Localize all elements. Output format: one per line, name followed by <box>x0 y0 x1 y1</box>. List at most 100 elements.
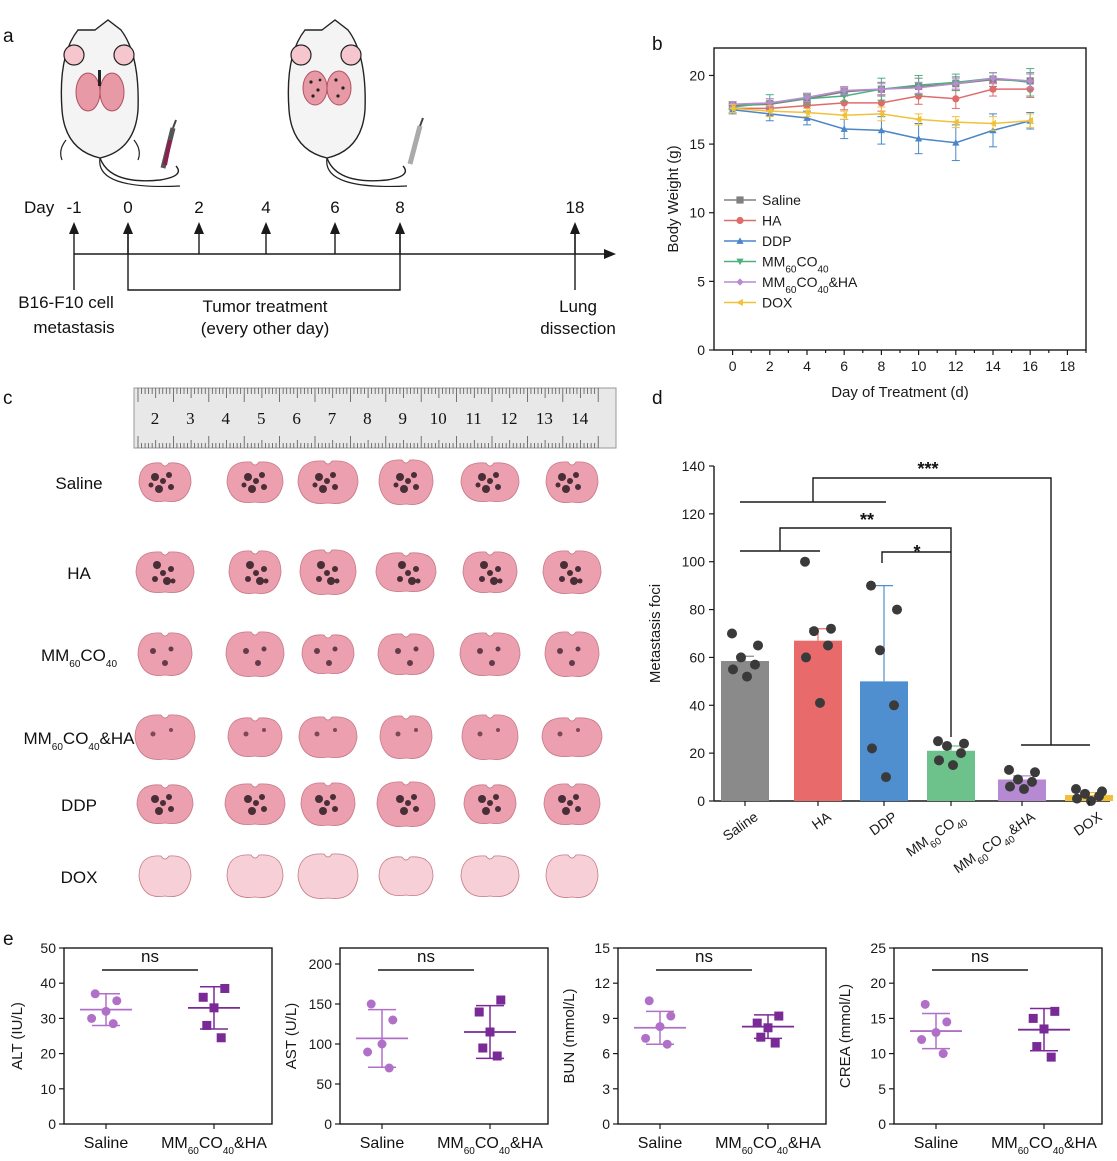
data-point <box>952 80 960 88</box>
timeline-tick-arrow <box>69 222 79 234</box>
metastasis-nodule <box>332 566 338 572</box>
ns-annotation: ns <box>695 947 713 966</box>
x-tick-label: 10 <box>911 358 927 374</box>
panel-label-b: b <box>652 34 663 55</box>
timeline-tick-arrow <box>123 222 133 234</box>
metastasis-nodule <box>567 800 573 806</box>
lung-row-label: DDP <box>61 796 97 815</box>
metastasis-nodule <box>560 561 568 569</box>
metastasis-nodule <box>487 570 493 576</box>
label-subscript: 60 <box>188 1146 200 1157</box>
lung-specimen <box>544 631 600 677</box>
data-point <box>877 126 885 134</box>
data-point <box>377 1039 387 1049</box>
data-point <box>840 86 848 95</box>
label-part: CO <box>475 1135 499 1152</box>
metastasis-nodule <box>327 577 335 585</box>
metastasis-nodule <box>324 478 330 484</box>
y-tick-label: 50 <box>316 1076 332 1092</box>
metastasis-nodule <box>408 577 416 585</box>
series-MM60CO40&HA <box>728 72 1035 108</box>
lung-specimen <box>138 855 192 897</box>
timeline-day-label: 0 <box>123 198 132 217</box>
metastasis-nodule <box>395 648 401 654</box>
data-point <box>881 772 891 783</box>
series-DOX <box>728 103 1035 131</box>
ruler-number: 2 <box>151 409 160 428</box>
metastasis-nodule <box>160 800 166 806</box>
metastasis-nodule <box>411 794 417 800</box>
label-part: Saline <box>55 474 102 493</box>
data-point <box>1027 776 1037 787</box>
significance-bracket <box>881 551 951 563</box>
metastasis-nodule <box>315 473 323 481</box>
data-point <box>934 755 944 766</box>
lung-specimen <box>225 631 285 677</box>
metastasis-nodule <box>400 807 408 815</box>
metastasis-nodule <box>262 728 266 732</box>
x-tick-label: 16 <box>1022 358 1038 374</box>
label-subscript: 60 <box>52 742 64 753</box>
x-tick-label: Saline <box>638 1135 683 1152</box>
x-tick-label: DDP <box>866 808 899 838</box>
mouse-illustration-left <box>60 19 181 188</box>
metastasis-nodule <box>155 807 163 815</box>
metastasis-nodule <box>396 795 404 803</box>
metastasis-nodule <box>256 577 264 585</box>
label-subscript: 60 <box>785 285 797 296</box>
treatment-timeline: Day B16-F10 cell metastasis Tumor treatm… <box>18 198 616 338</box>
metastasis-nodule <box>405 478 411 484</box>
timeline-arrow-head <box>604 249 616 259</box>
plot-frame <box>893 947 1103 1125</box>
metastasis-nodule <box>413 806 419 812</box>
metastasis-nodule <box>478 795 486 803</box>
metastasis-nodule <box>555 482 561 488</box>
metastasis-nodule <box>334 578 340 584</box>
metastasis-nodule <box>575 806 581 812</box>
label-part: Saline <box>720 808 761 844</box>
lung-specimen <box>461 714 519 760</box>
timeline-label-start-line1: B16-F10 cell <box>18 293 113 312</box>
metastasis-nodule <box>162 660 168 666</box>
label-subscript: 40 <box>499 1146 511 1157</box>
metastasis-nodule <box>160 570 166 576</box>
ruler: 2 3 4 5 6 7 8 9 10 11 12 13 14 <box>133 387 617 449</box>
label-part: CO <box>753 1135 777 1152</box>
metastasis-nodule <box>148 482 154 488</box>
panel-label-d: d <box>652 388 663 409</box>
data-point <box>112 996 122 1006</box>
data-point <box>877 85 885 93</box>
metastasis-nodule <box>575 646 581 652</box>
data-point <box>101 1006 111 1016</box>
metastasis-nodule <box>248 485 256 493</box>
data-point <box>742 671 752 682</box>
data-point <box>933 736 943 747</box>
data-point <box>809 626 819 637</box>
data-point <box>826 623 836 634</box>
timeline-label-end-line1: Lung <box>559 297 597 316</box>
label-part: CO <box>199 1135 223 1152</box>
metastasis-nodule <box>558 473 566 481</box>
significance-stars: ** <box>860 510 874 530</box>
metastasis-nodule <box>490 577 498 585</box>
data-point <box>1046 1052 1056 1062</box>
data-point <box>644 996 654 1006</box>
legend-label: DOX <box>762 295 793 311</box>
lung-specimen <box>541 717 603 757</box>
metastasis-nodule <box>153 561 161 569</box>
timeline-label-end-line2: dissection <box>540 319 616 338</box>
data-point <box>815 697 825 708</box>
data-point <box>952 95 960 103</box>
metastasis-nodule <box>413 566 419 572</box>
timeline-day-label: 8 <box>395 198 404 217</box>
metastasis-nodule <box>411 472 417 478</box>
data-point <box>384 1063 394 1073</box>
label-part: Saline <box>360 1135 405 1152</box>
metastasis-nodule <box>248 807 256 815</box>
data-point <box>948 760 958 771</box>
metastasis-nodule <box>413 646 419 652</box>
data-point <box>756 1032 766 1042</box>
x-tick-label: MM60CO40&HA <box>161 1135 267 1157</box>
metastasis-nodule <box>415 578 421 584</box>
data-point <box>956 748 966 759</box>
